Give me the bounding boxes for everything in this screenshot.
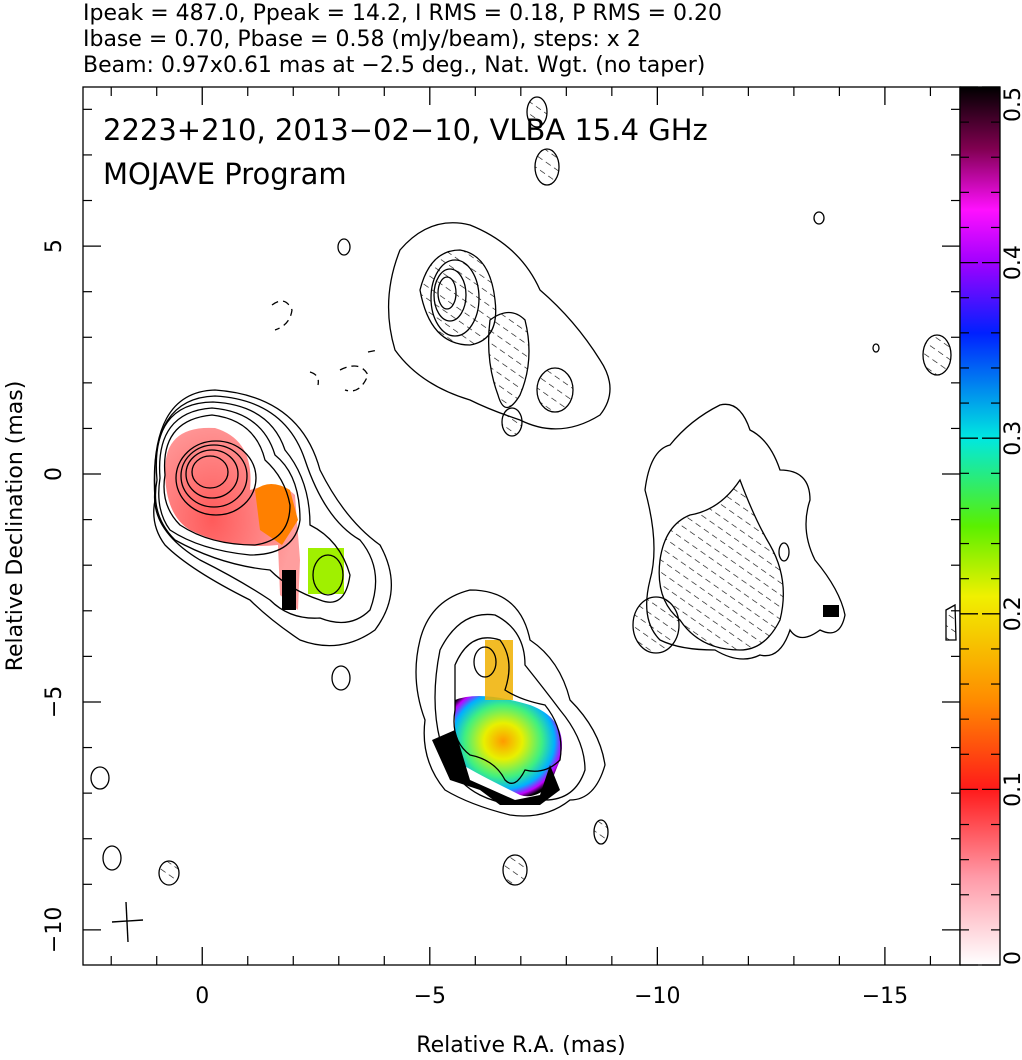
colorbar — [959, 86, 1001, 966]
y-axis-label: Relative Declination (mas) — [3, 381, 28, 672]
x-tick-label: −15 — [862, 984, 908, 1009]
colorbar-tick-label: 0 — [1001, 951, 1022, 965]
map — [90, 96, 957, 943]
pol-core — [165, 427, 300, 610]
y-tick-label: −5 — [42, 686, 67, 718]
annotation: 2223+210, 2013−02−10, VLBA 15.4 GHz — [103, 113, 708, 147]
annotation: MOJAVE Program — [103, 157, 347, 191]
colorbar-tick-label: 0.4 — [1001, 245, 1022, 280]
colorbar-tick-label: 0.1 — [1001, 772, 1022, 807]
colorbar-tick-label: 0.5 — [1001, 87, 1022, 122]
x-tick-label: −10 — [634, 984, 680, 1009]
header-line: Ipeak = 487.0, Ppeak = 14.2, I RMS = 0.1… — [83, 1, 722, 26]
x-tick-label: 0 — [195, 984, 209, 1009]
x-axis-label: Relative R.A. (mas) — [416, 1033, 625, 1058]
y-tick-label: −10 — [42, 907, 67, 953]
pol-knot — [255, 484, 298, 545]
header-line: Beam: 0.97x0.61 mas at −2.5 deg., Nat. W… — [83, 53, 705, 78]
pol-edge — [432, 730, 560, 805]
colorbar-tick-label: 0.3 — [1001, 421, 1022, 456]
colorbar-tick-label: 0.2 — [1001, 596, 1022, 631]
x-tick-label: −5 — [414, 984, 446, 1009]
y-tick-label: 0 — [42, 467, 67, 481]
header-line: Ibase = 0.70, Pbase = 0.58 (mJy/beam), s… — [83, 27, 641, 52]
contours — [90, 96, 957, 886]
pol-edge — [282, 570, 296, 610]
pol-edge — [823, 605, 839, 617]
y-tick-label: 5 — [42, 239, 67, 253]
